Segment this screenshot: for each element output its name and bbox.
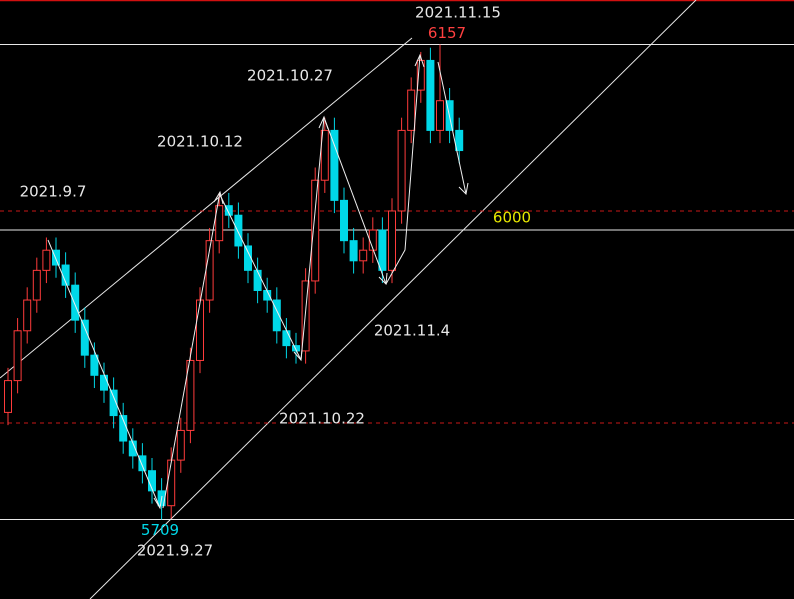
candle-body xyxy=(311,179,320,282)
price-label: 6000 xyxy=(493,208,531,226)
wave-arrow xyxy=(162,191,221,509)
candle-body xyxy=(42,249,51,271)
arrow-head xyxy=(458,182,469,196)
arrow-head xyxy=(414,53,425,68)
candle-body xyxy=(4,380,12,413)
candle-body xyxy=(426,59,435,131)
candle-body xyxy=(167,459,176,507)
date-label: 2021.10.22 xyxy=(279,410,365,428)
candle-body xyxy=(13,330,22,382)
candle-body xyxy=(234,214,243,247)
date-label: 2021.9.27 xyxy=(137,542,213,560)
candle-body xyxy=(359,249,368,262)
date-label: 2021.10.12 xyxy=(157,133,243,151)
candle-body xyxy=(215,205,224,242)
price-label: 5709 xyxy=(141,521,179,539)
wave-arrow xyxy=(300,116,325,361)
candle-body xyxy=(272,299,281,332)
candle-body xyxy=(455,129,464,152)
wave-arrow xyxy=(47,239,161,509)
candle-body xyxy=(80,319,89,356)
candle-body xyxy=(52,249,60,266)
candle-body xyxy=(416,59,425,91)
date-label: 2021.11.15 xyxy=(415,4,501,22)
candle-body xyxy=(100,374,108,391)
candle-body xyxy=(176,429,185,461)
arrow-head xyxy=(153,495,163,510)
candle-body xyxy=(253,269,262,291)
candle-body xyxy=(109,389,118,417)
candle-body xyxy=(378,229,387,271)
candle-body xyxy=(388,210,396,271)
date-label: 2021.9.7 xyxy=(20,183,87,201)
candle-body xyxy=(349,240,358,262)
candle-body xyxy=(32,269,41,301)
candle-body xyxy=(224,205,233,216)
labels: 6157 6000 5709 2021.11.15 2021.10.27 2021.10.… xyxy=(20,4,531,560)
candle-body xyxy=(320,129,329,181)
date-label: 2021.10.27 xyxy=(247,67,333,85)
upper-channel-line xyxy=(0,37,413,379)
candle-body xyxy=(90,354,99,376)
wave-arrow xyxy=(385,54,421,285)
candle-body xyxy=(196,299,204,361)
candle-body xyxy=(330,129,339,201)
candle-body xyxy=(71,284,80,321)
price-label: 6157 xyxy=(428,24,466,42)
candle-body xyxy=(407,89,416,131)
lower-channel-line xyxy=(89,0,697,599)
candle-body xyxy=(128,440,137,457)
candle-body xyxy=(23,299,32,332)
date-label: 2021.11.4 xyxy=(374,322,450,340)
wave-arrow xyxy=(219,194,302,361)
wave-arrow xyxy=(324,119,387,285)
candle-body xyxy=(61,264,70,286)
candle-body xyxy=(340,199,348,242)
candle-body xyxy=(186,359,195,431)
candle-body xyxy=(436,100,444,131)
candle-body xyxy=(282,330,291,347)
candle-body xyxy=(397,129,406,212)
wave-arrows xyxy=(47,53,469,510)
wave-arrow xyxy=(437,61,467,195)
candle-body xyxy=(138,455,147,472)
candles xyxy=(0,44,794,520)
channel xyxy=(0,0,697,599)
